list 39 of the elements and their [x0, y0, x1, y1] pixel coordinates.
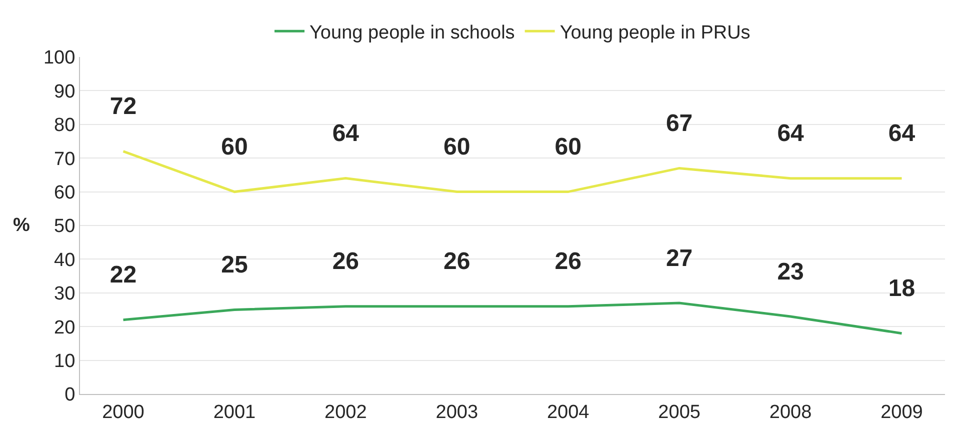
y-tick-label: 0	[64, 384, 76, 406]
y-tick-label: 30	[54, 284, 76, 305]
x-tick-label: 2001	[213, 402, 256, 423]
x-tick-label: 2003	[436, 402, 478, 423]
data-label: 67	[666, 110, 693, 138]
data-label: 18	[888, 275, 916, 302]
y-tick-label: 40	[54, 250, 76, 271]
x-tick-label: 2009	[880, 402, 923, 423]
x-tick-label: 2000	[102, 402, 144, 423]
x-tick-label: 2008	[769, 402, 812, 423]
data-label: 64	[777, 120, 805, 148]
y-tick-label: 10	[54, 350, 76, 372]
y-tick-label: 80	[54, 115, 76, 136]
data-label: 27	[666, 244, 693, 272]
line-series	[122, 302, 903, 335]
y-tick-label: 60	[54, 182, 76, 204]
x-tick-label: 2004	[546, 402, 590, 423]
y-tick-label: 100	[43, 48, 76, 69]
y-tick-label: 90	[54, 81, 76, 102]
data-label: 60	[444, 134, 470, 161]
data-label: 60	[221, 134, 248, 161]
y-tick-label: 70	[54, 148, 76, 170]
y-tick-label: 20	[54, 317, 76, 338]
data-label: 72	[110, 93, 137, 120]
y-axis-title: %	[13, 215, 30, 236]
data-label: 26	[332, 248, 360, 276]
legend-label: Young people in schools	[310, 22, 515, 44]
data-label: 26	[444, 248, 470, 276]
data-label: 64	[332, 120, 360, 148]
x-tick-label: 2005	[658, 402, 700, 423]
data-label: 60	[554, 134, 582, 161]
x-tick-label: 2002	[324, 402, 367, 423]
data-label: 23	[777, 258, 804, 286]
data-label: 26	[554, 248, 582, 276]
data-label: 22	[110, 262, 137, 289]
y-tick-label: 50	[54, 216, 76, 238]
data-label: 25	[221, 252, 248, 279]
data-label: 64	[888, 120, 916, 148]
legend-label: Young people in PRUs	[560, 22, 750, 44]
